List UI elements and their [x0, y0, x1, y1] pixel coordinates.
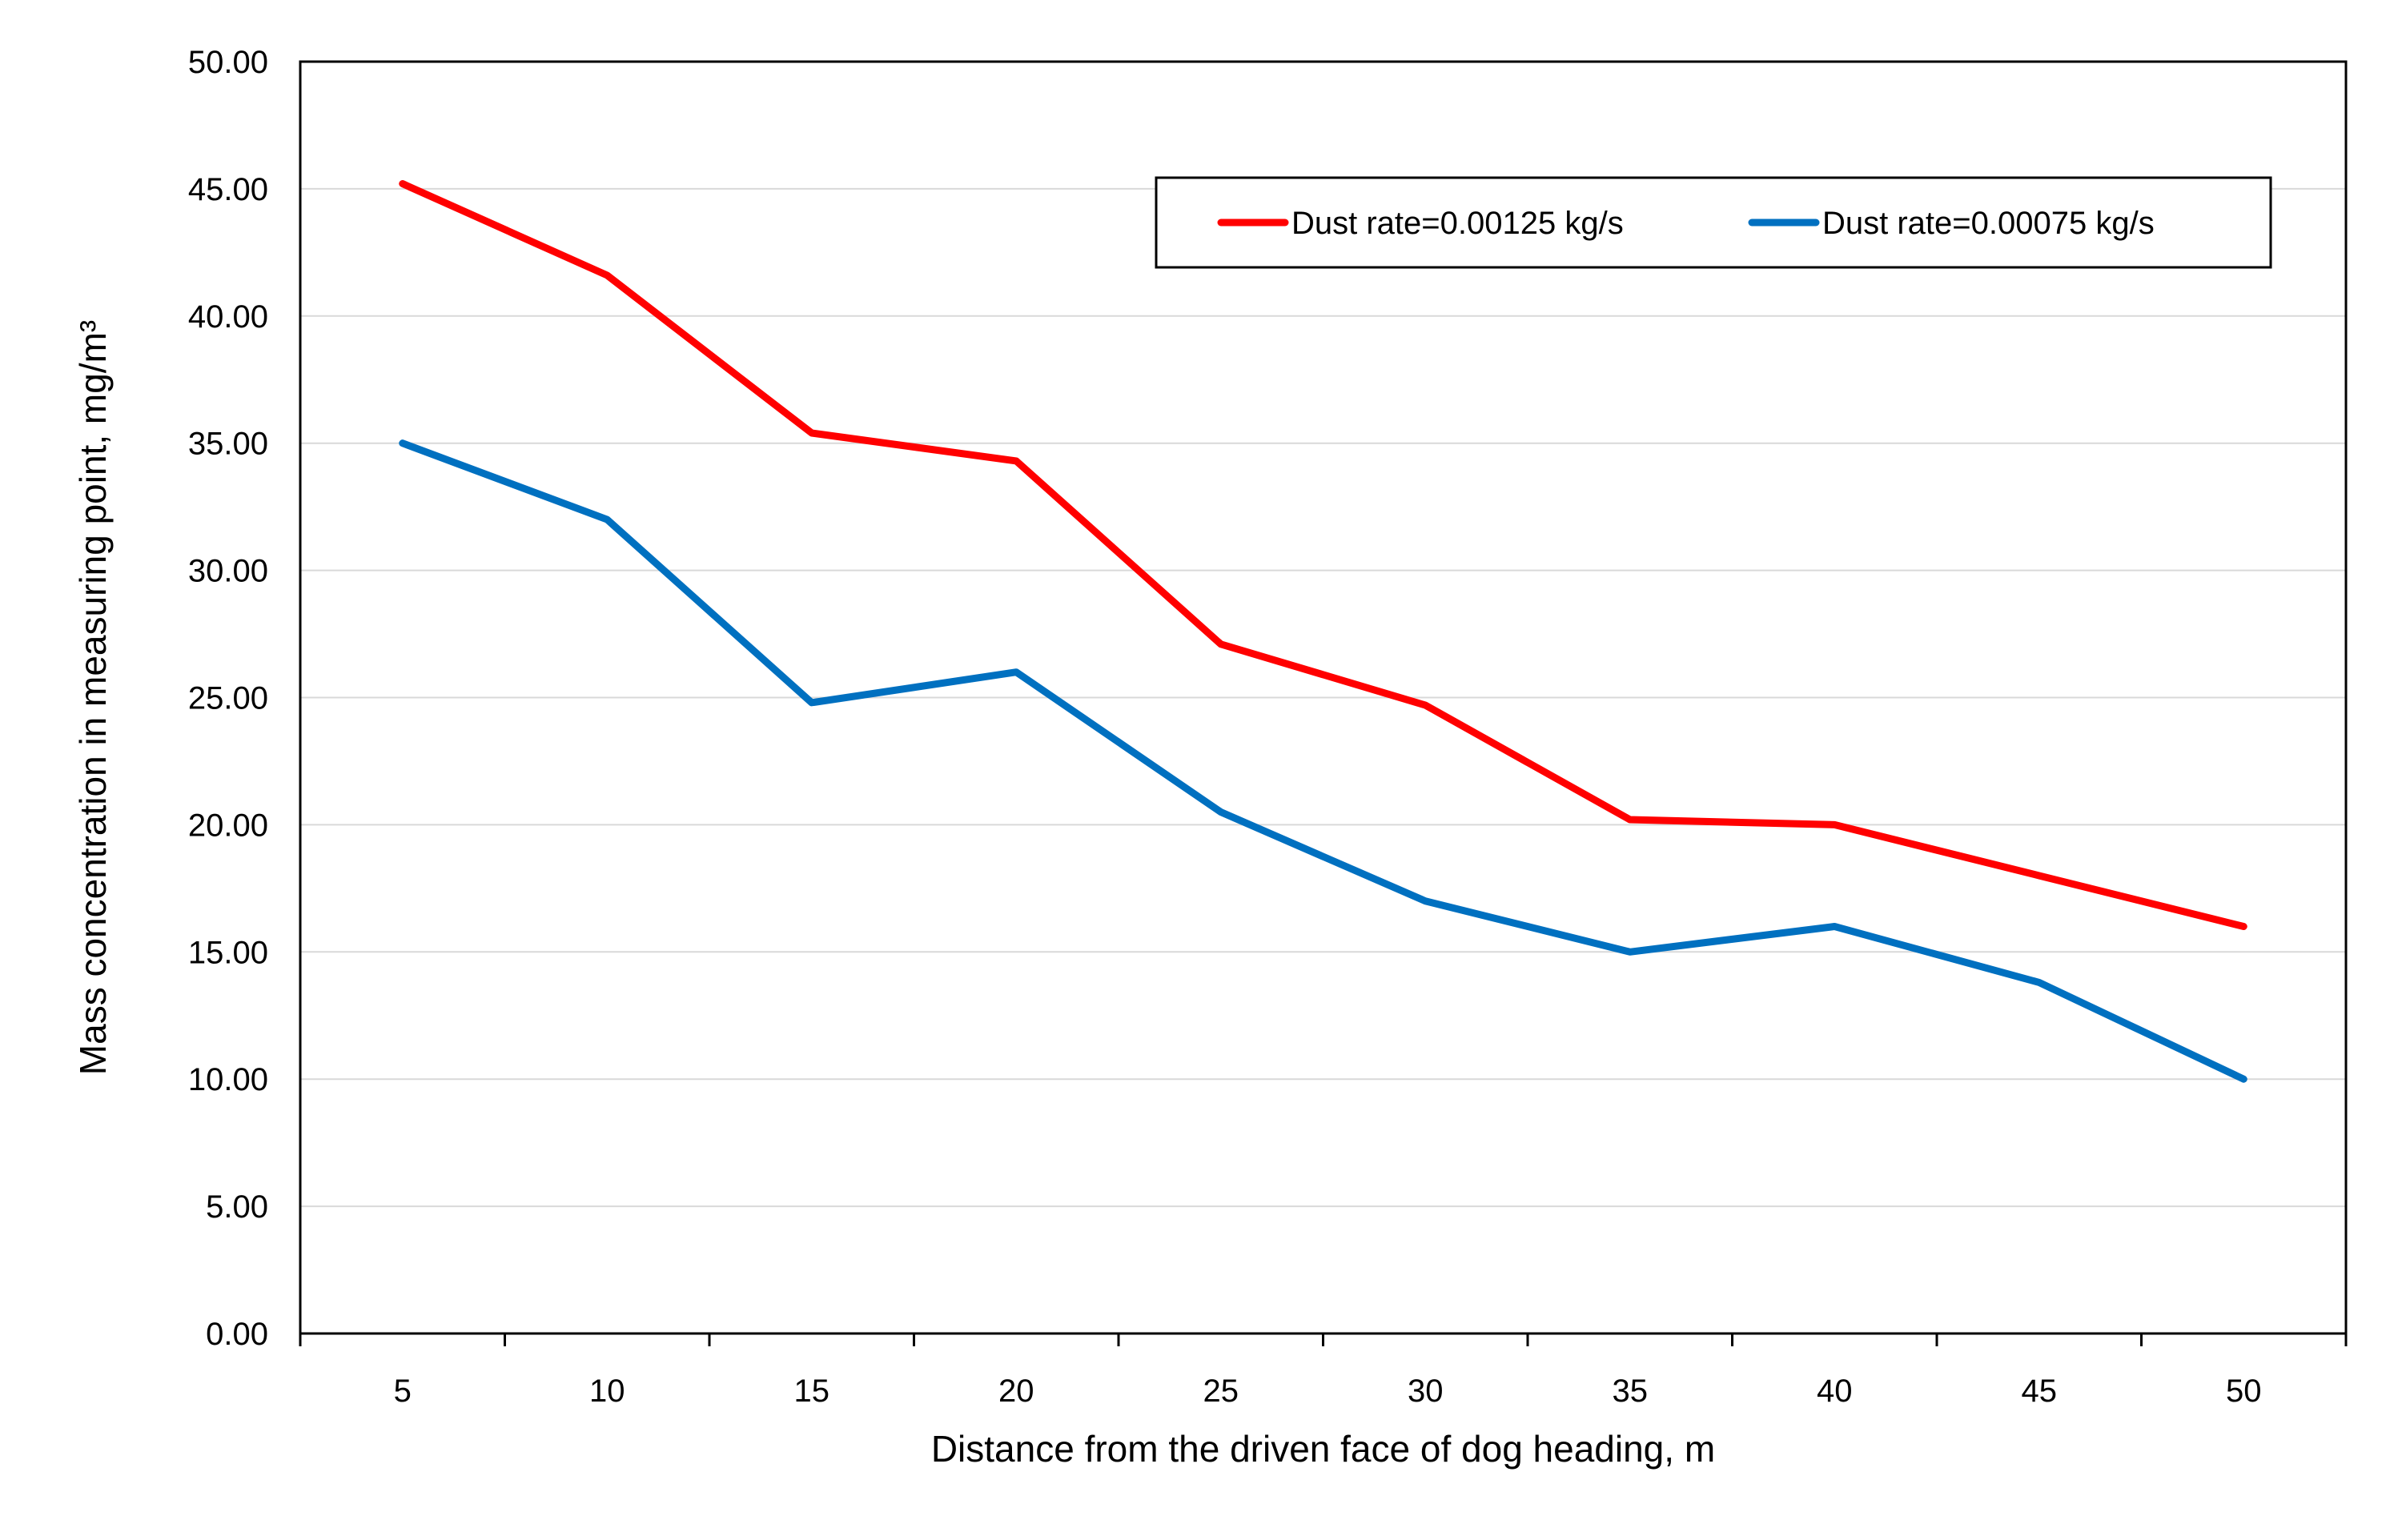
x-tick-label: 35	[1613, 1374, 1649, 1409]
legend: Dust rate=0.00125 kg/s Dust rate=0.00075 …	[1155, 176, 2272, 269]
x-tick-label: 25	[1203, 1374, 1239, 1409]
y-tick-label: 50.00	[188, 45, 268, 80]
x-tick-label: 15	[794, 1374, 830, 1409]
x-tick-label: 10	[589, 1374, 625, 1409]
series-line-2	[399, 439, 2247, 1083]
gridlines	[300, 187, 2346, 1208]
y-tick-label: 15.00	[188, 935, 268, 970]
y-tick-label: 0.00	[206, 1317, 268, 1352]
x-tick-label: 50	[2226, 1374, 2262, 1409]
x-tick-label: 20	[998, 1374, 1034, 1409]
y-tick-label: 45.00	[188, 172, 268, 207]
y-axis-title: Mass concentration in measuring point, m…	[72, 320, 114, 1075]
x-axis-title: Distance from the driven face of dog hea…	[931, 1428, 1715, 1470]
x-tick-label: 5	[394, 1374, 412, 1409]
y-tick-label: 10.00	[188, 1062, 268, 1097]
y-tick-label: 40.00	[188, 299, 268, 335]
x-tick-label: 40	[1817, 1374, 1853, 1409]
y-tick-label: 20.00	[188, 808, 268, 843]
y-tick-label: 35.00	[188, 427, 268, 462]
series-lines	[399, 180, 2247, 1083]
legend-label-1: Dust rate=0.00125 kg/s	[1291, 206, 1624, 241]
y-tick-label: 25.00	[188, 681, 268, 716]
x-tick-label: 30	[1408, 1374, 1444, 1409]
x-tick-label: 45	[2022, 1374, 2058, 1409]
legend-box	[1155, 176, 2272, 269]
y-tick-label: 30.00	[188, 554, 268, 589]
series-line-1	[399, 180, 2247, 931]
y-axis-ticks: 0.00 5.00 10.00 15.00 20.00 25.00 30.00 35.00 40…	[188, 45, 268, 1352]
legend-label-2: Dust rate=0.00075 kg/s	[1822, 206, 2155, 241]
x-axis-ticks: 5 10 15 20 25 30 35 40 45 50	[299, 1333, 2348, 1409]
y-tick-label: 5.00	[206, 1189, 268, 1225]
